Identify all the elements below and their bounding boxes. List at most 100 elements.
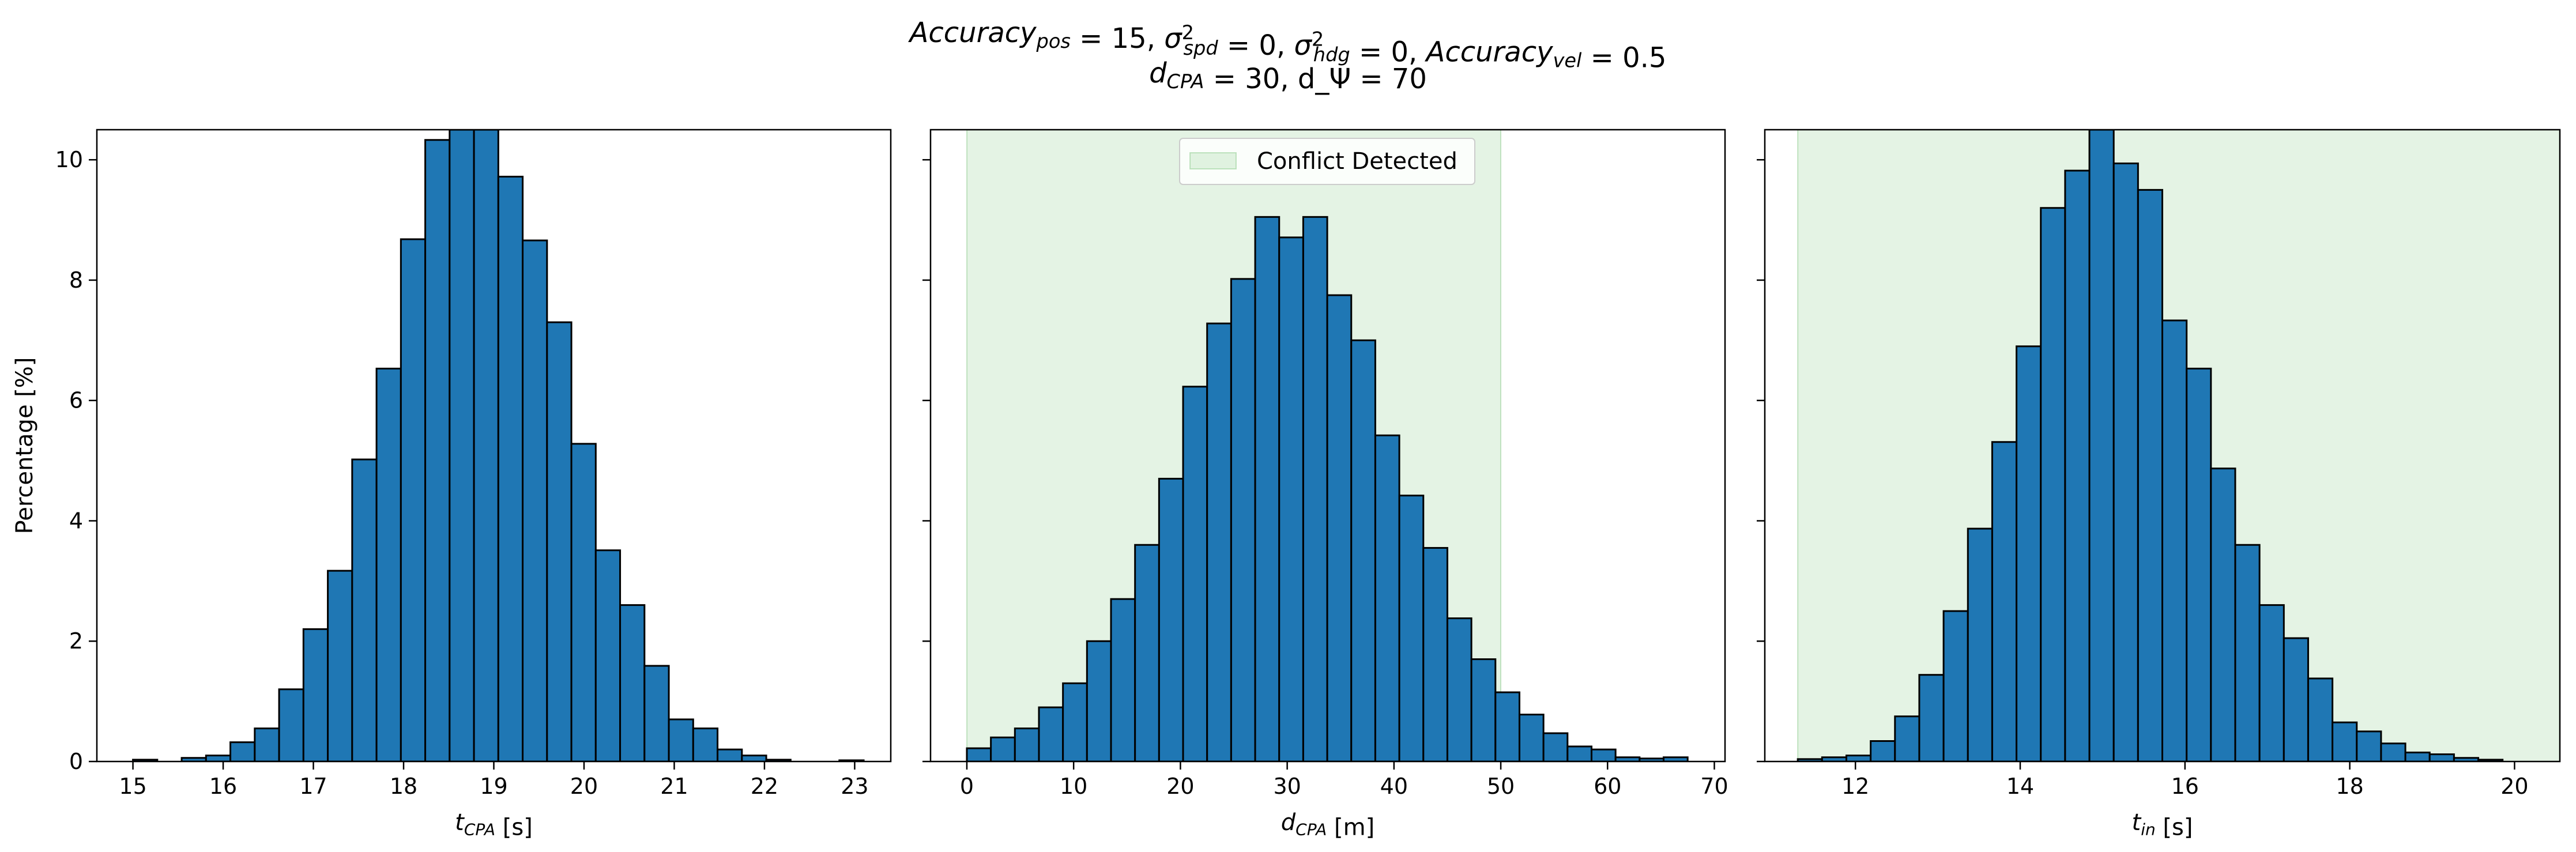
histogram-bar xyxy=(1542,732,1569,761)
y-tick-label: 8 xyxy=(69,267,83,293)
x-tick-label: 18 xyxy=(390,774,417,799)
histogram-bar xyxy=(2112,162,2139,761)
histogram-bar xyxy=(2137,189,2163,761)
histogram-bar xyxy=(1302,216,1328,761)
histogram-bar xyxy=(2234,544,2261,761)
histogram-bar xyxy=(1566,745,1592,761)
histogram-bar xyxy=(229,741,256,761)
histogram-bar xyxy=(1182,386,1208,761)
histogram-bar xyxy=(2404,751,2431,761)
histogram-bar xyxy=(205,755,232,761)
histogram-bar xyxy=(643,665,670,761)
histogram-bar xyxy=(2088,130,2115,761)
x-tick-label: 70 xyxy=(1700,774,1728,799)
legend-swatch xyxy=(1189,152,1237,169)
histogram-bar xyxy=(1038,706,1064,761)
histogram-bar xyxy=(1918,674,1945,761)
histogram-bar xyxy=(302,628,329,761)
histogram-bar xyxy=(1470,658,1497,761)
x-tick-label: 30 xyxy=(1273,774,1301,799)
figure-title-line1: Accuracypos = 15, σ2 spd = 0, σ2 hdg = 0, … xyxy=(908,17,1667,74)
histogram-bar xyxy=(2040,207,2066,761)
histogram-bar xyxy=(741,755,767,761)
histogram-bar xyxy=(2161,319,2188,761)
x-axis-label: dCPA [m] xyxy=(1281,809,1374,840)
histogram-bar xyxy=(1446,617,1472,761)
histogram-bar xyxy=(1278,236,1304,761)
histogram-bar xyxy=(2356,730,2382,761)
x-tick-label: 60 xyxy=(1594,774,1621,799)
histogram-bar xyxy=(1014,727,1040,761)
histogram-bar xyxy=(619,604,646,761)
x-tick-label: 20 xyxy=(570,774,598,799)
plot-area xyxy=(1797,130,2560,761)
histogram-bar xyxy=(1398,495,1425,761)
x-tick-label: 0 xyxy=(960,774,974,799)
x-tick-label: 12 xyxy=(1841,774,1869,799)
histogram-bar xyxy=(449,130,475,761)
histogram-bar xyxy=(254,727,280,761)
x-tick-label: 16 xyxy=(209,774,237,799)
histogram-bar xyxy=(1110,598,1136,761)
histogram-bar xyxy=(1230,278,1256,761)
axes-frame xyxy=(1764,129,2561,763)
histogram-bar xyxy=(351,458,378,761)
histogram-bar xyxy=(1894,715,1920,761)
histogram-bar xyxy=(1350,339,1376,761)
x-tick-label: 23 xyxy=(841,774,868,799)
histogram-bar xyxy=(1590,748,1617,761)
histogram-bar xyxy=(546,321,573,761)
x-tick-label: 21 xyxy=(660,774,688,799)
histogram-bar xyxy=(2283,637,2309,761)
panel-3: 12 14 16 18 20 tin [s] xyxy=(1757,129,2561,840)
histogram-bar xyxy=(2210,468,2236,761)
histogram-bar xyxy=(1518,714,1545,761)
histogram-bar xyxy=(1086,640,1112,761)
histogram-bar xyxy=(1206,322,1232,761)
histogram-bar xyxy=(2332,721,2358,761)
axes-frame xyxy=(929,129,1726,763)
x-axis-label: tCPA [s] xyxy=(455,809,533,840)
histogram-bar xyxy=(2258,604,2285,761)
histogram-bar xyxy=(570,443,597,761)
x-tick-label: 50 xyxy=(1487,774,1515,799)
histogram-bar xyxy=(327,570,353,761)
x-tick-label: 19 xyxy=(480,774,507,799)
histogram-bar xyxy=(2064,169,2091,761)
histogram-bar xyxy=(668,718,694,761)
figure-title-line2: dCPA = 30, d_Ψ = 70 xyxy=(1149,57,1427,95)
histogram-bar xyxy=(1374,434,1400,761)
histogram-bar xyxy=(473,130,499,761)
histogram-bar xyxy=(2428,753,2455,761)
histogram-bar xyxy=(1663,756,1689,761)
x-tick-label: 14 xyxy=(2006,774,2034,799)
histogram-bar xyxy=(1158,477,1184,761)
legend-label: Conflict Detected xyxy=(1257,148,1458,175)
histogram-bar xyxy=(1422,546,1448,761)
histogram-bar xyxy=(2186,367,2212,761)
histogram-bar xyxy=(2016,345,2042,761)
histogram-bar xyxy=(1967,527,1993,761)
y-axis-label: Percentage [%] xyxy=(12,357,38,534)
histogram-bar xyxy=(375,367,402,761)
histogram-bar xyxy=(1991,441,2018,761)
histogram-bar xyxy=(1942,610,1969,761)
histogram-bar xyxy=(1870,740,1896,761)
histogram-bar xyxy=(990,736,1016,761)
x-tick-label: 22 xyxy=(751,774,778,799)
panel-2: 0 10 20 30 40 50 60 70 dCPA [m] Conflict Detected xyxy=(922,129,1728,840)
panel-1: 15 16 17 18 19 20 21 22 23 0 2 4 6 8 10 tCPA [s] Percent… xyxy=(12,129,892,840)
x-tick-label: 15 xyxy=(119,774,146,799)
histogram-bar xyxy=(522,239,548,761)
plot-area xyxy=(966,130,1689,761)
y-tick-label: 4 xyxy=(69,508,83,533)
histogram-bar xyxy=(497,175,524,761)
x-tick-label: 17 xyxy=(299,774,327,799)
x-tick-label: 18 xyxy=(2336,774,2363,799)
histogram-bar xyxy=(278,688,304,761)
histogram-bar xyxy=(424,139,451,761)
histogram-bar xyxy=(966,747,992,761)
x-axis-label: tin [s] xyxy=(2132,809,2193,840)
x-tick-label: 20 xyxy=(1166,774,1194,799)
